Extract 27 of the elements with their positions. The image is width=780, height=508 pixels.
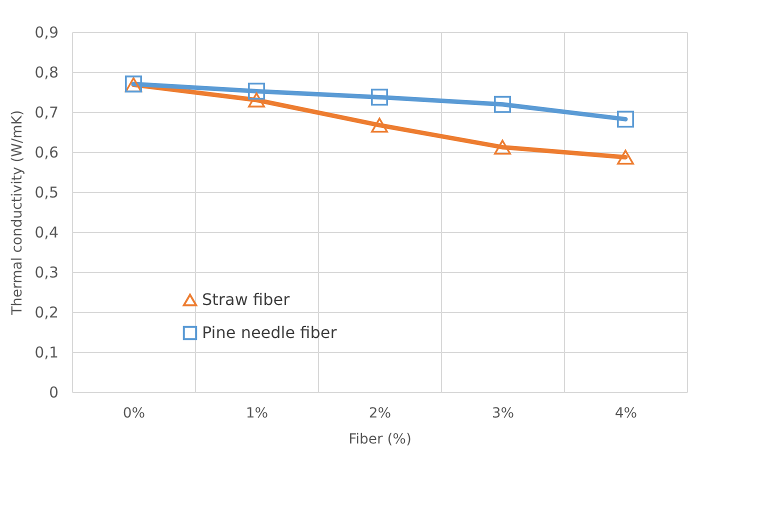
point <box>617 150 634 165</box>
point <box>617 110 634 128</box>
y-axis-title: Thermal conductivity (W/mK) <box>10 110 26 316</box>
y-tick-label: 0,8 <box>34 64 58 82</box>
point <box>494 96 511 113</box>
x-axis-title: Fiber (%) <box>348 432 412 448</box>
point <box>248 92 265 108</box>
point <box>371 118 388 133</box>
y-tick-label: 0,2 <box>34 304 58 322</box>
x-tick-label: 2% <box>368 406 392 422</box>
legend-label: Straw fiber <box>202 290 290 309</box>
y-tick-label: 0,3 <box>34 264 58 282</box>
y-tick-label: 0,6 <box>34 144 58 162</box>
y-tick-label: 0,4 <box>34 224 58 242</box>
y-tick-label: 0,7 <box>34 104 58 122</box>
point <box>494 140 511 155</box>
point <box>371 88 388 106</box>
x-tick-label: 3% <box>492 406 514 422</box>
legend-label: Pine needle fiber <box>202 323 338 342</box>
y-tick-label: 0,9 <box>34 24 58 42</box>
point <box>248 82 265 100</box>
y-tick-label: 0 <box>48 384 58 402</box>
x-tick-label: 1% <box>246 406 268 422</box>
x-tick-label: 0% <box>122 406 146 422</box>
y-tick-label: 0,1 <box>34 344 58 362</box>
y-tick-label: 0,5 <box>34 184 58 202</box>
x-tick-label: 4% <box>614 406 638 422</box>
